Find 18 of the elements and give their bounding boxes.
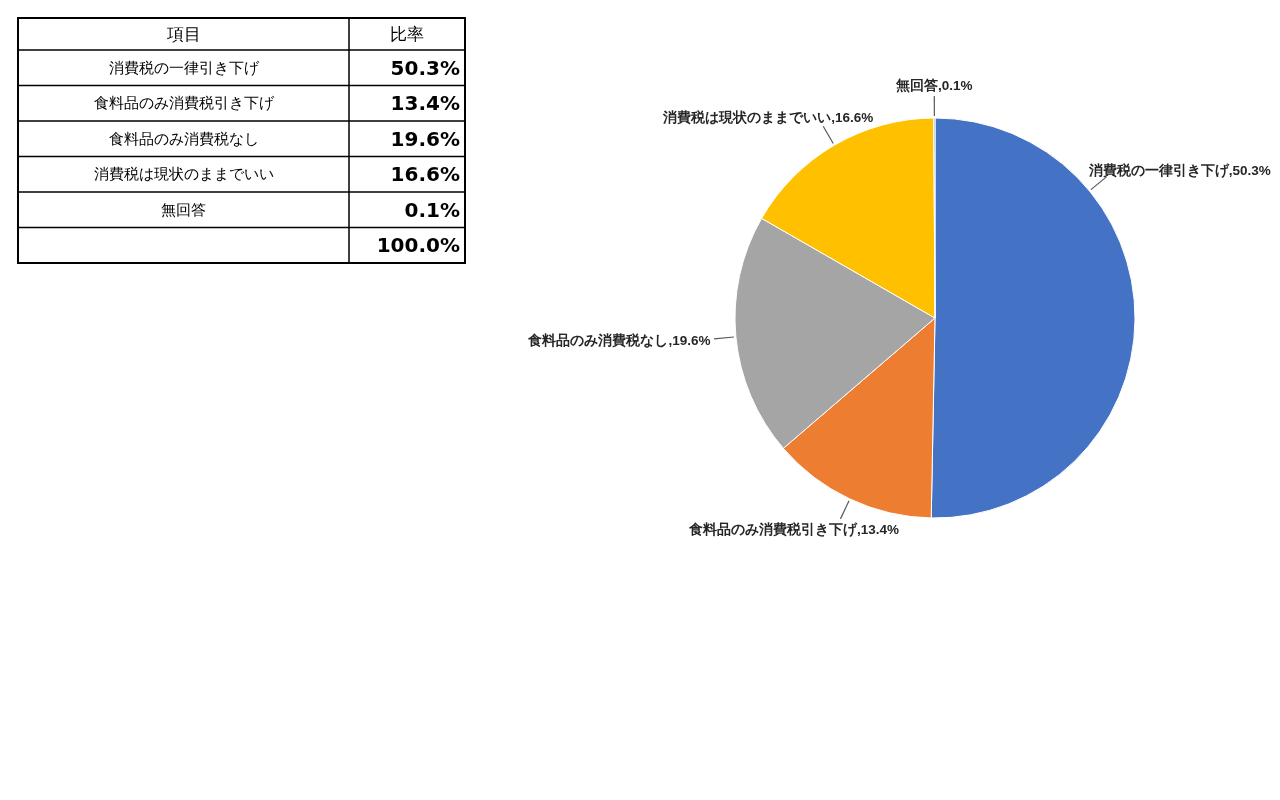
category-label: 消費税の一律引き下げ: [108, 58, 260, 76]
slice-label: 消費税は現状のままでいい,16.6%: [662, 108, 874, 125]
text: 13.4%: [390, 91, 460, 116]
text: 16.6%: [390, 162, 460, 187]
text: 比率: [390, 25, 424, 44]
category-label: 食料品のみ消費税なし: [108, 129, 259, 147]
text: 19.6%: [390, 126, 460, 151]
slice-label: 食料品のみ消費税なし,19.6%: [527, 331, 711, 348]
slice-label: 消費税の一律引き下げ,50.3%: [1087, 161, 1271, 178]
category-label: 消費税は現状のままでいい: [93, 165, 274, 183]
slice-label: 食料品のみ消費税引き下げ,13.4%: [688, 520, 900, 537]
text: 100.0%: [376, 233, 460, 258]
category-label: 無回答: [161, 200, 206, 218]
text: 50.3%: [390, 55, 460, 80]
text: 項目: [165, 25, 201, 44]
text: 0.1%: [404, 197, 460, 222]
category-label: 食料品のみ消費税引き下げ: [93, 94, 275, 112]
slice-label: 無回答,0.1%: [894, 78, 973, 93]
